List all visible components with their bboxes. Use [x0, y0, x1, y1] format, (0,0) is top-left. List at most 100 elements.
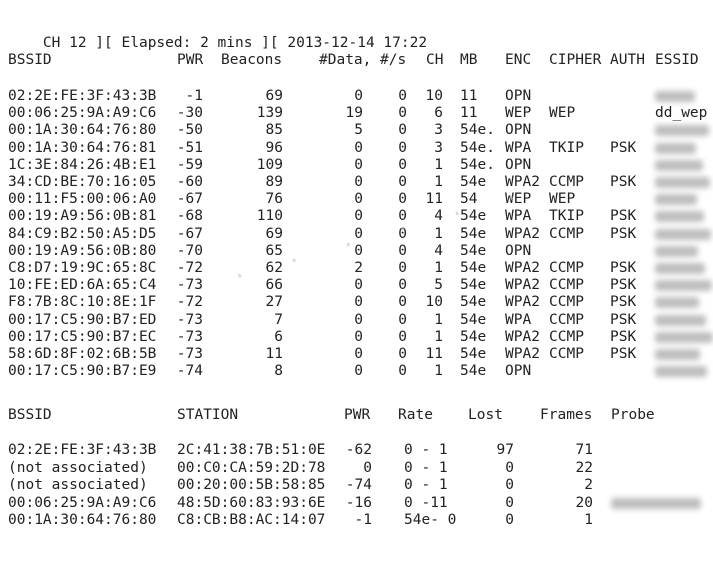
ap-channel: 5 [434, 277, 443, 294]
ap-bssid: 10:FE:ED:6A:65:C4 [8, 277, 157, 294]
ap-cipher: TKIP [549, 139, 584, 156]
station-rate: 0 - 1 [404, 442, 448, 458]
station-lost: 0 [505, 459, 514, 476]
ap-essid-redacted [655, 194, 697, 206]
ap-bssid: 00:1A:30:64:76:80 [8, 122, 157, 139]
ap-data-count: 0 [354, 311, 363, 328]
ap-max-rate: 54e [460, 311, 487, 328]
station-frames: 20 [575, 494, 593, 511]
ap-data-per-second: 0 [398, 260, 407, 276]
ap-essid-redacted [655, 263, 705, 274]
ap-bssid: 84:C9:B2:50:A5:D5 [8, 225, 157, 242]
ap-data-count: 0 [354, 363, 363, 380]
station-header-lost: Lost [468, 407, 503, 423]
ap-max-rate: 11 [460, 88, 478, 104]
ap-essid-redacted [655, 314, 706, 326]
station-pwr: -16 [345, 494, 372, 511]
ap-data-per-second: 0 [398, 346, 407, 362]
station-mac: 2C:41:38:7B:51:0E [177, 442, 326, 458]
ap-pwr: -74 [176, 363, 203, 380]
table-row: 00:11:F5:00:06:A0 -67 76 0 0 11 54 WEP WEP [0, 190, 713, 208]
ap-max-rate: 54e [460, 277, 487, 294]
ap-essid-redacted [655, 228, 711, 240]
table-row: 00:06:25:9A:A9:C6 48:5D:60:83:93:6E -16 0 -… [0, 494, 713, 512]
ap-channel: 1 [434, 311, 443, 328]
station-frames: 2 [584, 477, 593, 494]
ap-beacons: 96 [265, 139, 283, 156]
ap-bssid: 58:6D:8F:02:6B:5B [8, 346, 157, 362]
ap-data-per-second: 0 [398, 156, 407, 173]
table-row: 00:17:C5:90:B7:E9 -74 8 0 0 1 54e OPN [0, 362, 713, 380]
ap-data-count: 19 [345, 105, 363, 122]
ap-cipher: WEP [549, 191, 576, 208]
ap-bssid: 00:19:A9:56:0B:80 [8, 242, 157, 259]
ap-cipher: CCMP [549, 328, 584, 345]
ap-data-per-second: 0 [398, 328, 407, 345]
table-row: 58:6D:8F:02:6B:5B -73 11 0 0 11 54e WPA2 CCMP PSK [0, 345, 713, 363]
ap-essid-redacted [655, 159, 703, 171]
ap-essid-redacted [655, 125, 709, 137]
ap-beacons: 139 [256, 105, 283, 122]
ap-bssid: 00:19:A9:56:0B:81 [8, 208, 157, 225]
ap-pwr: -67 [176, 225, 203, 242]
ap-essid-redacted [655, 245, 698, 257]
ap-cipher: CCMP [549, 174, 584, 190]
table-row: 34:CD:BE:70:16:05 -60 89 0 0 1 54e WPA2 CCMP PSK [0, 173, 713, 191]
ap-channel: 10 [425, 294, 443, 311]
ap-channel: 1 [434, 225, 443, 242]
ap-channel: 1 [434, 260, 443, 276]
ap-channel: 1 [434, 174, 443, 190]
ap-data-count: 0 [354, 328, 363, 345]
ap-header-enc: ENC [505, 52, 532, 68]
ap-cipher: CCMP [549, 311, 584, 328]
ap-encryption: WPA2 [505, 277, 540, 294]
ap-max-rate: 54e [460, 225, 487, 242]
ap-max-rate: 54e [460, 363, 487, 380]
ap-beacons: 6 [274, 328, 283, 345]
ap-encryption: OPN [505, 242, 532, 259]
ap-max-rate: 54e. [460, 139, 495, 156]
station-bssid: 00:1A:30:64:76:80 [8, 512, 157, 529]
ap-auth: PSK [610, 277, 637, 294]
ap-header-cipher: CIPHER [549, 52, 602, 68]
ap-header-ch: CH [426, 52, 444, 68]
ap-channel: 3 [434, 139, 443, 156]
station-rate: 0 - 1 [404, 459, 448, 476]
station-bssid: (not associated) [8, 477, 148, 494]
ap-data-count: 0 [354, 156, 363, 173]
ap-cipher: CCMP [549, 260, 584, 276]
table-row: 10:FE:ED:6A:65:C4 -73 66 0 0 5 54e WPA2 CCMP PSK [0, 276, 713, 294]
ap-max-rate: 54e. [460, 122, 495, 139]
ap-encryption: WEP [505, 191, 532, 208]
ap-pwr: -73 [176, 346, 203, 362]
ap-cipher: WEP [549, 105, 576, 122]
ap-cipher: TKIP [549, 208, 584, 225]
ap-beacons: 69 [265, 88, 283, 104]
ap-encryption: WPA2 [505, 260, 540, 276]
station-header-frames: Frames [540, 407, 593, 423]
elapsed-label: Elapsed: 2 mins [121, 35, 253, 51]
ap-beacons: 8 [274, 363, 283, 380]
station-lost: 97 [496, 442, 514, 458]
station-header-rate: Rate [398, 407, 433, 423]
ap-pwr: -50 [176, 122, 203, 139]
table-row: 1C:3E:84:26:4B:E1 -59 109 0 0 1 54e. OPN [0, 156, 713, 174]
ap-data-count: 0 [354, 346, 363, 362]
ap-pwr: -67 [176, 191, 203, 208]
ap-max-rate: 11 [460, 105, 478, 122]
ap-beacons: 27 [265, 294, 283, 311]
ap-bssid: 00:11:F5:00:06:A0 [8, 191, 157, 208]
table-row: (not associated) 00:C0:CA:59:2D:78 0 0 - 1 0… [0, 459, 713, 477]
ap-data-per-second: 0 [398, 105, 407, 122]
ap-cipher: CCMP [549, 225, 584, 242]
ap-bssid: 1C:3E:84:26:4B:E1 [8, 156, 157, 173]
ap-auth: PSK [610, 139, 637, 156]
ap-data-per-second: 0 [398, 311, 407, 328]
ap-encryption: WPA2 [505, 174, 540, 190]
ap-essid-redacted [655, 142, 696, 154]
station-header-station: STATION [177, 407, 239, 423]
ap-header-mb: MB [460, 52, 478, 68]
station-rate: 54e- 0 [404, 512, 457, 529]
status-line: CH 12 ][ Elapsed: 2 mins ][ 2013-12-14 1… [8, 16, 427, 51]
ap-encryption: WEP [505, 105, 532, 122]
